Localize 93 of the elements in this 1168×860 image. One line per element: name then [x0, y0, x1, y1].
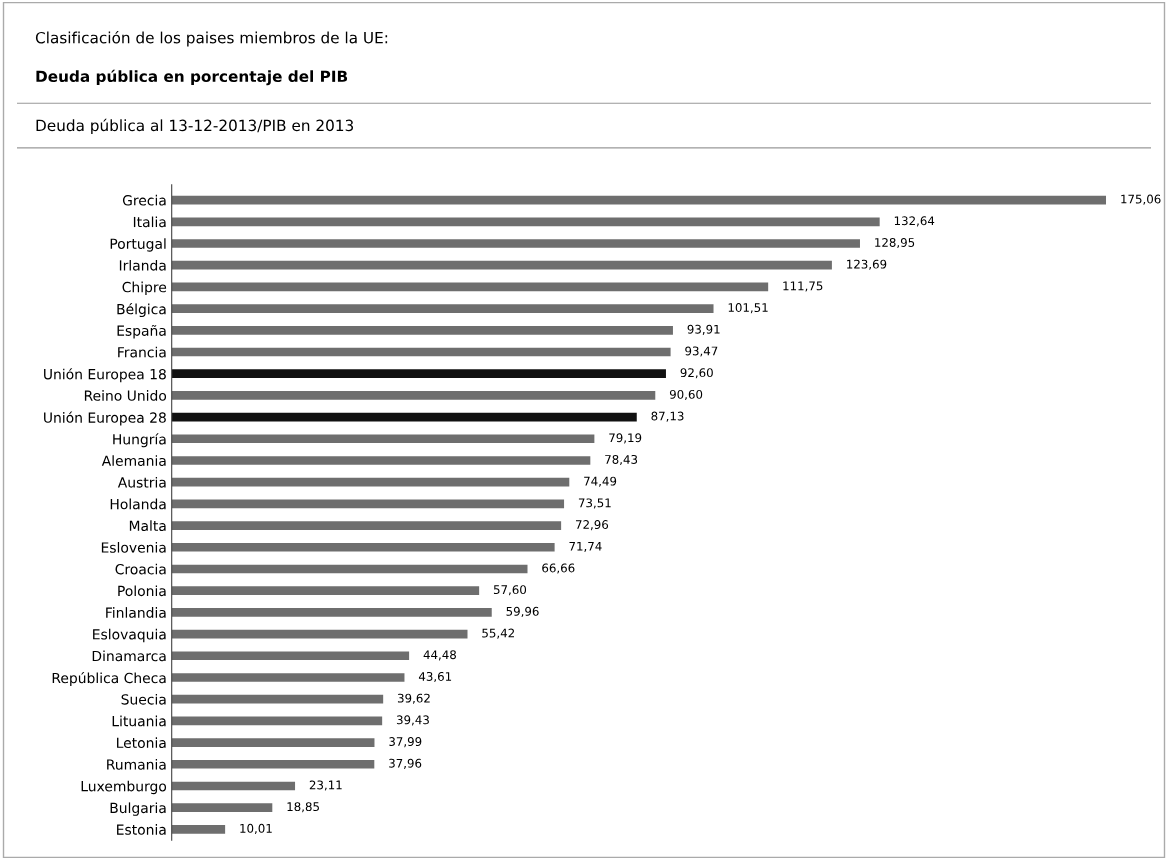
y-tick-label: Francia [118, 346, 166, 358]
y-tick-label: Malta [129, 520, 166, 532]
y-tick-label: Estonia [117, 824, 166, 835]
y-tick-label: Eslovaquia [93, 628, 166, 643]
y-tick-label: República Checa [52, 671, 166, 686]
bar [171, 825, 226, 834]
data-label: 111,75 [783, 281, 823, 292]
data-label: 175,06 [1121, 194, 1161, 205]
bar [171, 651, 410, 661]
bar [171, 759, 375, 769]
bar [171, 412, 637, 422]
text: Deuda pública al 13-12-2013/PIB en 2013 [36, 118, 354, 135]
y-tick-label: Finlandia [106, 607, 166, 618]
bar [171, 803, 273, 813]
data-label: 10,01 [240, 823, 272, 834]
data-label: 78,43 [605, 454, 638, 466]
bar [171, 608, 492, 617]
data-label: 37,96 [389, 758, 422, 769]
data-label: 55,42 [482, 628, 515, 639]
data-label: 57,60 [493, 585, 527, 596]
data-label: 132,64 [894, 216, 935, 227]
y-tick-label: Polonia [118, 585, 166, 597]
bar [171, 499, 565, 509]
data-label: 18,85 [287, 802, 319, 813]
bar [171, 260, 832, 270]
data-label: 87,13 [651, 411, 684, 422]
data-label: 37,99 [389, 737, 422, 748]
bar [171, 629, 468, 639]
bar [171, 586, 480, 596]
data-label: 39,62 [397, 693, 430, 704]
y-tick-label: Hungría [113, 433, 166, 448]
y-tick-label: Suecia [121, 693, 166, 705]
bar [171, 781, 296, 791]
data-label: 123,69 [847, 259, 887, 270]
data-label: 71,74 [569, 541, 602, 552]
data-label: 72,96 [575, 520, 609, 531]
y-tick-label: Letonia [117, 737, 166, 749]
y-tick-label: Austria [117, 476, 166, 488]
bar [171, 477, 570, 487]
bar [171, 217, 880, 227]
y-tick-label: Italia [133, 216, 166, 228]
bar [171, 738, 375, 747]
y-tick-label: Alemania [101, 455, 166, 466]
y-tick-label: Portugal [110, 238, 166, 252]
bar [171, 716, 383, 726]
y-tick-label: España [117, 324, 166, 339]
y-tick-label: Grecia [122, 194, 166, 206]
data-label: 128,95 [875, 237, 915, 249]
data-label: 43,61 [418, 671, 452, 683]
bar [171, 304, 714, 313]
data-label: 66,66 [542, 563, 575, 574]
chart-title: Clasificación de los paises miembros de la UE: [35, 31, 388, 47]
y-tick-label: Bélgica [117, 303, 166, 318]
bar [171, 434, 595, 444]
data-label: 79,19 [609, 433, 642, 444]
chart-subtitle: Deuda pública en porcentaje del PIB [36, 69, 348, 86]
data-label: 74,49 [584, 476, 617, 487]
y-tick-label: Lituania [112, 715, 166, 727]
y-tick-label: Dinamarca [92, 650, 166, 662]
y-tick-label: Croacia [115, 563, 166, 575]
y-tick-label: Chipre [122, 281, 167, 296]
data-label: 92,60 [680, 368, 713, 379]
bar [171, 521, 562, 530]
bar [171, 282, 769, 292]
data-label: 73,51 [578, 498, 611, 509]
y-tick-label: Holanda [110, 498, 166, 510]
bar [171, 239, 860, 248]
y-tick-label: Rumania [107, 759, 166, 770]
data-label: 93,47 [685, 346, 718, 357]
bar [171, 456, 591, 465]
bar [171, 347, 671, 357]
y-tick-label: Reino Unido [84, 390, 167, 401]
y-tick-label: Unión Europea 18 [44, 368, 166, 383]
bar [171, 542, 555, 552]
y-tick-label: Irlanda [119, 259, 166, 271]
bar [171, 391, 656, 400]
data-label: 23,11 [309, 780, 342, 791]
data-label: 90,60 [669, 389, 703, 401]
y-tick-label: Unión Europea 28 [44, 411, 166, 426]
y-tick-label: Eslovenia [101, 542, 166, 553]
bar [171, 325, 673, 335]
data-label: 93,91 [687, 324, 720, 335]
y-tick-label: Bulgaria [110, 802, 166, 816]
y-tick-label: Luxemburgo [81, 780, 167, 795]
data-label: 59,96 [506, 606, 539, 618]
bar [171, 369, 666, 379]
bar [171, 694, 384, 704]
bar [171, 673, 405, 682]
data-label: 44,48 [423, 650, 456, 661]
bar [171, 564, 528, 574]
data-label: 39,43 [396, 715, 429, 726]
data-label: 101,51 [728, 303, 768, 314]
bar [171, 195, 1107, 205]
